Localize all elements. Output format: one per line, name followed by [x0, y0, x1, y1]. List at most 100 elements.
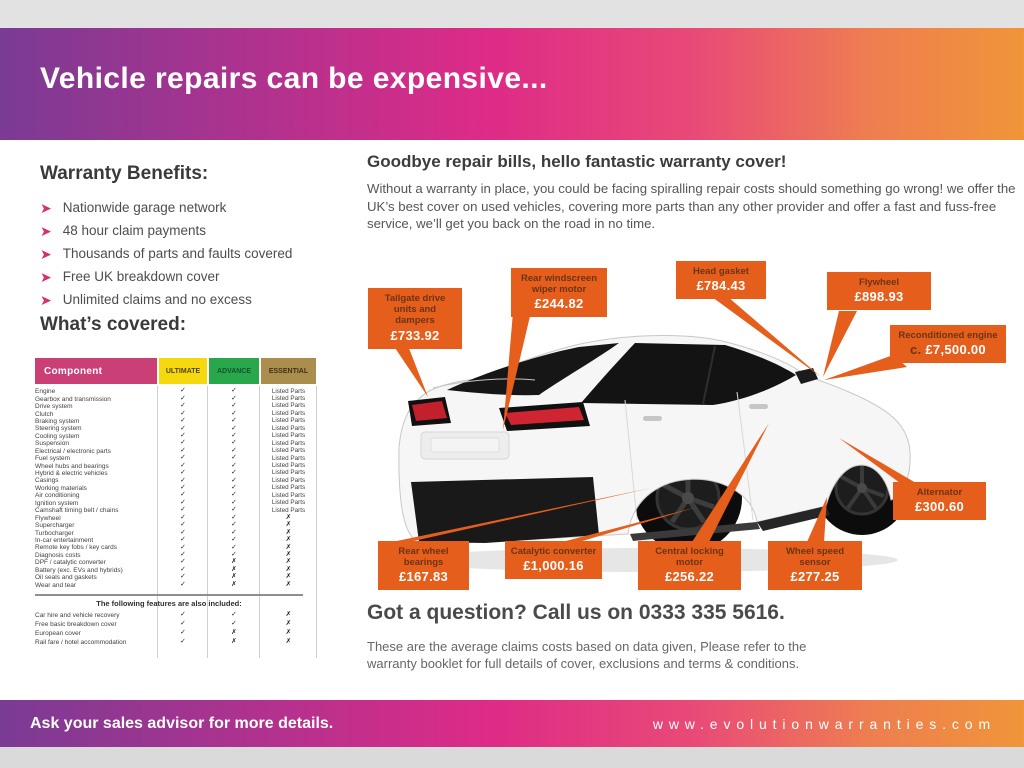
check-icon: ✓: [231, 528, 237, 536]
component-name: Electrical / electronic parts: [35, 447, 111, 455]
listed-parts-label: Listed Parts: [271, 499, 306, 507]
cross-icon: ✗: [285, 528, 292, 536]
component-name: Steering system: [35, 425, 82, 433]
table-column-divider: [316, 386, 317, 658]
cross-icon: ✗: [231, 573, 237, 581]
check-icon: ✓: [180, 417, 186, 425]
check-icon: ✓: [180, 439, 186, 447]
callout-rear-wheel-bearings: Rear wheel bearings £167.83: [378, 541, 469, 591]
listed-parts-label: Listed Parts: [271, 387, 306, 395]
cross-icon: ✗: [285, 620, 292, 628]
benefit-item: ➤ Unlimited claims and no excess: [40, 288, 292, 311]
component-name: Car hire and vehicle recovery: [35, 612, 120, 619]
callout-label: Central locking motor: [655, 546, 724, 569]
table-row: Clutch ✓ ✓ Listed Parts: [35, 410, 317, 418]
table-row: Steering system ✓ ✓ Listed Parts: [35, 425, 317, 433]
bottom-margin-strip: [0, 747, 1024, 768]
table-row: Free basic breakdown cover ✓ ✓ ✗: [35, 620, 317, 629]
check-icon: ✓: [231, 611, 237, 619]
callout-wheel-speed: Wheel speed sensor £277.25: [768, 541, 862, 591]
check-icon: ✓: [231, 469, 237, 477]
table-row: Supercharger ✓ ✓ ✗: [35, 521, 317, 529]
intro-heading: Goodbye repair bills, hello fantastic wa…: [367, 152, 787, 171]
check-icon: ✓: [231, 454, 237, 462]
table-row: DPF / catalytic converter ✓ ✗ ✗: [35, 559, 317, 567]
callout-label: Catalytic converter: [510, 546, 597, 557]
component-name: Oil seals and gaskets: [35, 574, 97, 582]
check-icon: ✓: [231, 491, 237, 499]
chevron-arrow-icon: ➤: [40, 291, 52, 308]
component-name: Hybrid & electric vehicles: [35, 470, 108, 478]
rear-window: [447, 343, 619, 396]
chevron-arrow-icon: ➤: [40, 268, 52, 285]
features-divider-line: [35, 594, 303, 596]
callout-recon-engine: Reconditioned engine c. £7,500.00: [890, 325, 1006, 364]
check-icon: ✓: [180, 491, 186, 499]
check-icon: ✓: [180, 638, 186, 646]
price-prefix: c.: [910, 342, 926, 358]
listed-parts-label: Listed Parts: [271, 447, 306, 455]
callout-label: Tailgate drive units and dampers: [384, 293, 446, 327]
listed-parts-label: Listed Parts: [271, 395, 306, 402]
check-icon: ✓: [180, 629, 186, 637]
table-row: Car hire and vehicle recovery ✓ ✓ ✗: [35, 611, 317, 620]
table-row: Drive system ✓ ✓ Listed Parts: [35, 402, 317, 410]
cross-icon: ✗: [285, 550, 292, 558]
check-icon: ✓: [180, 580, 186, 588]
callout-label: Head gasket: [693, 266, 749, 277]
top-margin-strip: [0, 0, 1024, 28]
listed-parts-label: Listed Parts: [271, 491, 306, 499]
callout-label: Reconditioned engine: [898, 330, 998, 341]
check-icon: ✓: [231, 513, 237, 521]
benefit-label: Free UK breakdown cover: [62, 269, 220, 284]
component-name: Camshaft timing belt / chains: [35, 507, 119, 515]
check-icon: ✓: [180, 476, 186, 484]
check-icon: ✓: [231, 417, 237, 425]
listed-parts-label: Listed Parts: [271, 402, 306, 410]
component-name: In-car entertainment: [35, 536, 94, 544]
cross-icon: ✗: [285, 638, 292, 646]
callout-label: Flywheel: [858, 277, 900, 288]
benefits-title: Warranty Benefits:: [40, 163, 209, 184]
callout-label: Rear windscreen wiper motor: [520, 273, 598, 296]
check-icon: ✓: [180, 446, 186, 454]
check-icon: ✓: [231, 394, 237, 402]
component-name: Air conditioning: [35, 492, 80, 500]
cross-icon: ✗: [285, 611, 292, 619]
component-name: European cover: [35, 630, 81, 637]
covered-title: What’s covered:: [40, 314, 187, 335]
check-icon: ✓: [180, 611, 186, 619]
benefit-label: Unlimited claims and no excess: [62, 292, 252, 307]
listed-parts-label: Listed Parts: [271, 476, 306, 484]
table-row: Braking system ✓ ✓ Listed Parts: [35, 417, 317, 425]
component-name: Braking system: [35, 417, 80, 425]
component-name: Casings: [35, 477, 59, 485]
listed-parts-label: Listed Parts: [271, 469, 306, 477]
check-icon: ✓: [180, 387, 186, 395]
callout-alternator: Alternator £300.60: [893, 482, 986, 521]
cross-icon: ✗: [231, 629, 237, 637]
check-icon: ✓: [180, 469, 186, 477]
component-name: Engine: [35, 388, 56, 396]
benefit-item: ➤ Nationwide garage network: [40, 196, 292, 219]
table-row: Turbocharger ✓ ✓ ✗: [35, 528, 317, 537]
benefit-item: ➤ 48 hour claim payments: [40, 219, 292, 242]
cross-icon: ✗: [285, 513, 292, 521]
check-icon: ✓: [180, 454, 186, 462]
benefit-item: ➤ Thousands of parts and faults covered: [40, 242, 292, 265]
callout-label: Rear wheel bearings: [398, 546, 449, 569]
listed-parts-label: Listed Parts: [271, 461, 306, 469]
table-row: European cover ✓ ✗ ✗: [35, 629, 317, 638]
component-name: Gearbox and transmission: [35, 395, 111, 403]
cross-icon: ✗: [285, 521, 292, 529]
table-row: Suspension ✓ ✓ Listed Parts: [35, 439, 317, 448]
callout-head-gasket: Head gasket £784.43: [676, 261, 766, 300]
website-link[interactable]: www.evolutionwarranties.com: [652, 715, 996, 732]
check-icon: ✓: [231, 498, 237, 506]
chevron-arrow-icon: ➤: [40, 245, 52, 262]
column-header-ultimate: ULTIMATE: [159, 358, 207, 384]
table-row: Gearbox and transmission ✓ ✓ Listed Parts: [35, 394, 317, 403]
table-row: Electrical / electronic parts ✓ ✓ Listed Pa…: [35, 446, 317, 455]
callout-price: £1,000.16: [523, 558, 584, 574]
